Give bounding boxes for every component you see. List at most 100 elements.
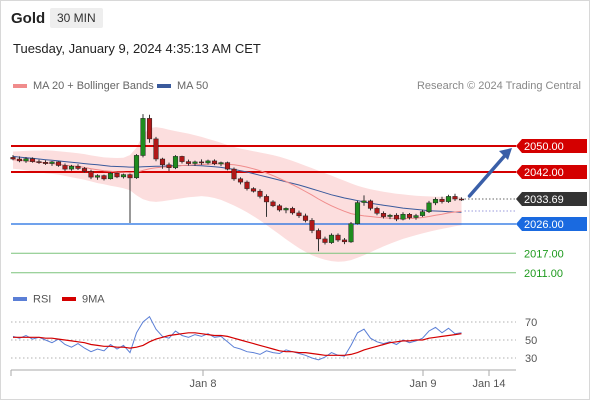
last-price-box [516, 192, 587, 207]
candle-body [153, 138, 159, 160]
candle-body [322, 238, 328, 243]
candle-body [276, 205, 283, 211]
candle-body [458, 198, 465, 201]
candle-body [354, 202, 361, 224]
candle-body [81, 168, 88, 172]
candle-body [432, 199, 439, 204]
candle-body [10, 157, 16, 160]
candle-body [211, 160, 218, 165]
legend-item-ma20: MA 20 + Bollinger Bands [13, 80, 154, 92]
candle-body [94, 175, 101, 178]
candle-body [88, 171, 94, 178]
candle-body [426, 202, 432, 212]
candle-body [250, 188, 257, 192]
candle-body [445, 196, 452, 202]
candle-body [159, 158, 166, 166]
candle-body [231, 168, 237, 180]
candle-body [335, 234, 341, 241]
candle-body [283, 208, 289, 211]
candle-body [270, 201, 276, 207]
ma20-line [12, 159, 462, 219]
rsi-ma-legend-swatch [62, 297, 76, 301]
candle-body [166, 164, 172, 168]
candle-body [406, 214, 413, 218]
rsi-ma-legend-label: 9MA [82, 294, 105, 306]
candle-body [413, 215, 419, 218]
x-axis-label: Jan 8 [190, 378, 217, 390]
candle-body [68, 165, 75, 170]
candle-body [75, 165, 81, 169]
x-axis-label: Jan 14 [472, 378, 505, 390]
x-axis-label: Jan 9 [410, 378, 437, 390]
candle-body [120, 174, 127, 178]
candle-body [244, 181, 250, 189]
rsi-ma9-line [13, 332, 462, 356]
candle-body [179, 156, 185, 162]
candle-body [400, 214, 406, 220]
projection-arrow-head [499, 148, 512, 160]
rsi-tick-label: 50 [525, 335, 537, 347]
candle-body [393, 214, 400, 220]
legend-swatch-ma20 [13, 84, 27, 88]
candle-body [289, 208, 296, 214]
candle-body [296, 212, 302, 217]
candle-body [218, 162, 224, 165]
candle-body [237, 178, 244, 183]
symbol-title: Gold [11, 10, 46, 27]
level-2050-box [516, 139, 587, 153]
candle-body [185, 161, 192, 164]
level-2042-box [516, 165, 587, 179]
candle-body [348, 223, 354, 243]
candle-body [419, 211, 426, 216]
rsi-legend-label: RSI [33, 294, 51, 306]
rsi-tick-label: 70 [525, 317, 537, 329]
research-credit: Research © 2024 Trading Central [416, 80, 581, 92]
candle-body [328, 234, 335, 243]
candle-body [361, 200, 367, 203]
candle-body [192, 161, 198, 164]
candle-body [172, 156, 179, 169]
rsi-line [12, 315, 462, 361]
candle-body [309, 220, 315, 231]
level-2050-label: 2050.00 [524, 141, 564, 153]
level-2017-label: 2017.00 [524, 248, 564, 260]
candle-body [42, 162, 49, 164]
level-2026-box [516, 217, 587, 231]
candle-body [114, 173, 120, 178]
candle-body [107, 173, 114, 180]
projection-arrow-shaft [467, 150, 510, 198]
candle-body [257, 190, 263, 197]
candle-body [146, 118, 153, 140]
chart-datetime: Tuesday, January 9, 2024 4:35:13 AM CET [13, 41, 261, 56]
candle-body [263, 196, 270, 203]
candle-body [62, 165, 68, 170]
candle-body [205, 160, 211, 164]
level-2011-label: 2011.00 [524, 268, 563, 280]
candle-body [29, 158, 36, 162]
candle-body [374, 208, 380, 214]
candle-body [127, 174, 133, 179]
candle-body [341, 239, 348, 243]
candle-body [49, 161, 55, 164]
legend-label-ma50: MA 50 [177, 80, 209, 92]
candle-body [302, 215, 309, 221]
legend-swatch-ma50 [157, 84, 171, 88]
candle-body [133, 155, 140, 179]
legend-item-ma50: MA 50 [157, 80, 208, 92]
candle-body [224, 162, 231, 170]
timeframe-button[interactable]: 30 MIN [50, 8, 103, 28]
candle-body [380, 213, 387, 217]
legend-label-ma20: MA 20 + Bollinger Bands [33, 80, 154, 92]
rsi-legend-swatch [13, 297, 27, 301]
candle-body [452, 196, 458, 200]
ma50-line [12, 155, 462, 213]
last-price-label: 2033.69 [524, 194, 564, 206]
candle-body [198, 161, 205, 164]
candle-body [367, 200, 374, 209]
candle-body [101, 175, 107, 180]
level-2042-label: 2042.00 [524, 167, 564, 179]
candle-body [16, 158, 23, 162]
level-2026-label: 2026.00 [524, 219, 564, 231]
rsi-tick-label: 30 [525, 353, 537, 365]
